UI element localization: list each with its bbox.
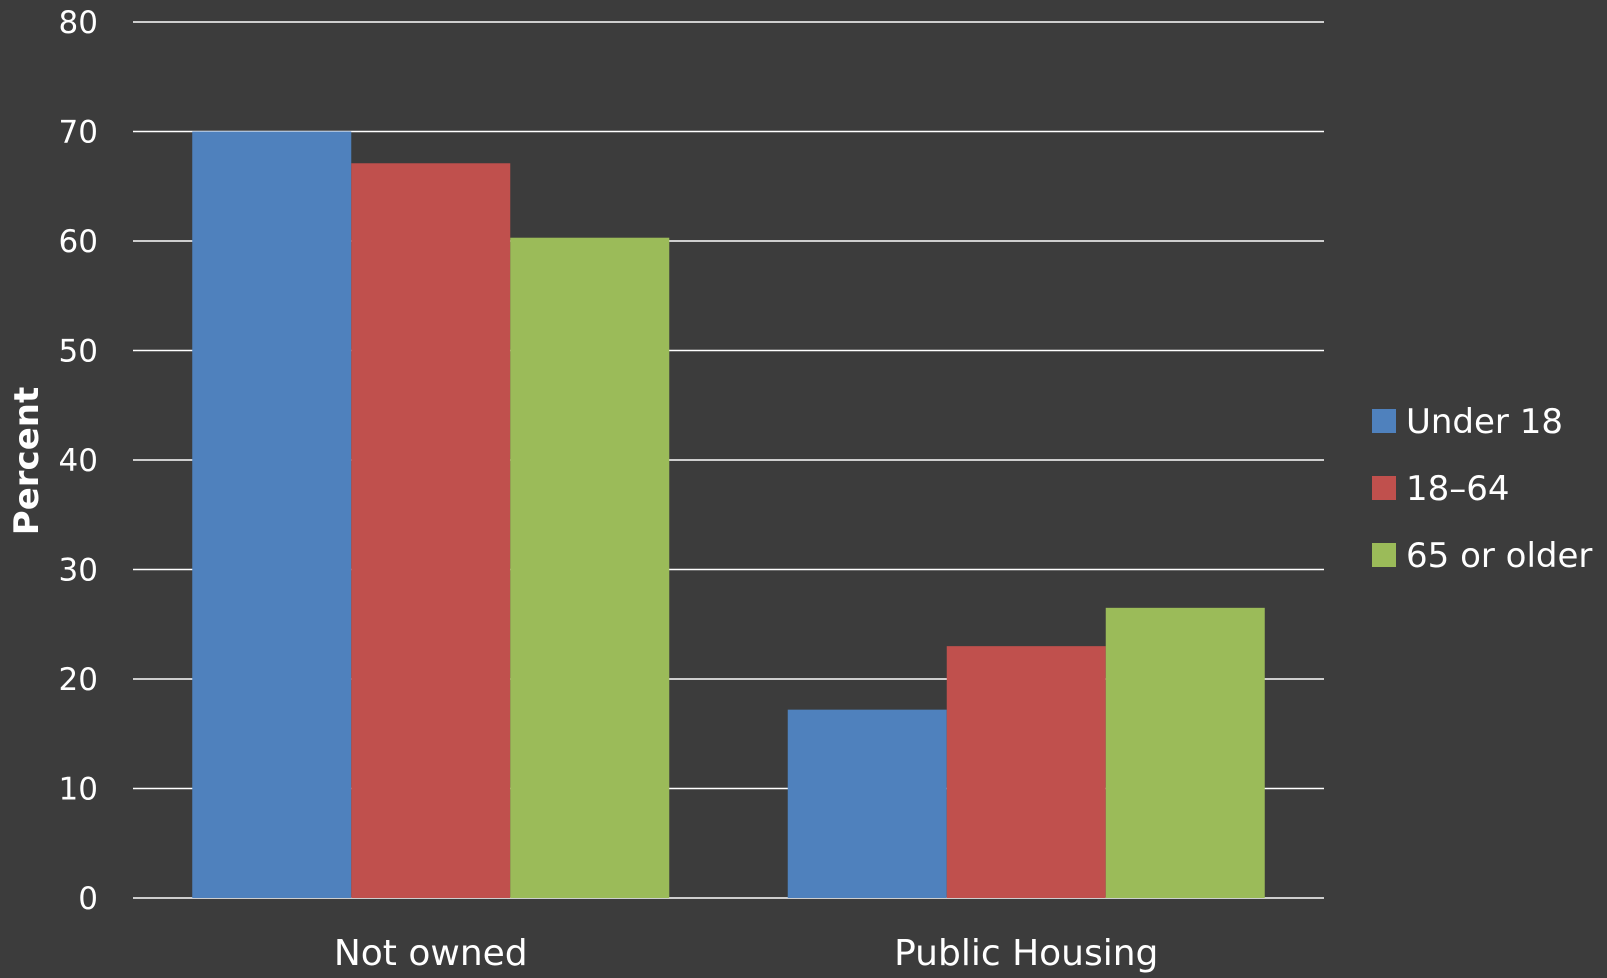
y-tick-label: 70: [59, 115, 98, 151]
legend-swatch: [1372, 543, 1396, 567]
bar-0-0: [192, 131, 352, 898]
legend-swatch: [1372, 476, 1396, 500]
bars: [192, 131, 1265, 899]
legend-label: Under 18: [1406, 402, 1563, 442]
y-tick-label: 30: [59, 553, 98, 589]
bar-1-0: [787, 709, 947, 898]
y-axis-title: Percent: [7, 387, 47, 535]
legend-label: 65 or older: [1406, 536, 1592, 576]
legend-swatch: [1372, 409, 1396, 433]
y-tick-label: 10: [59, 772, 98, 808]
y-tick-label: 60: [59, 224, 98, 260]
x-axis-categories: Not owned Public Housing: [334, 933, 1159, 974]
y-tick-label: 0: [78, 881, 98, 917]
legend-label: 18–64: [1406, 469, 1510, 509]
y-tick-label: 80: [59, 5, 98, 41]
bar-0-1: [351, 163, 511, 898]
x-category-label: Public Housing: [894, 933, 1158, 973]
y-tick-label: 40: [59, 443, 98, 479]
y-tick-label: 20: [59, 662, 98, 698]
x-category-label: Not owned: [334, 933, 528, 973]
bar-0-2: [510, 237, 670, 899]
y-axis-ticks: 0 10 20 30 40 50 60 70 80: [59, 5, 98, 917]
y-tick-label: 50: [59, 334, 98, 370]
bar-1-2: [1105, 607, 1265, 898]
legend: Under 18 18–64 65 or older: [1372, 402, 1592, 576]
bar-1-1: [946, 646, 1106, 898]
